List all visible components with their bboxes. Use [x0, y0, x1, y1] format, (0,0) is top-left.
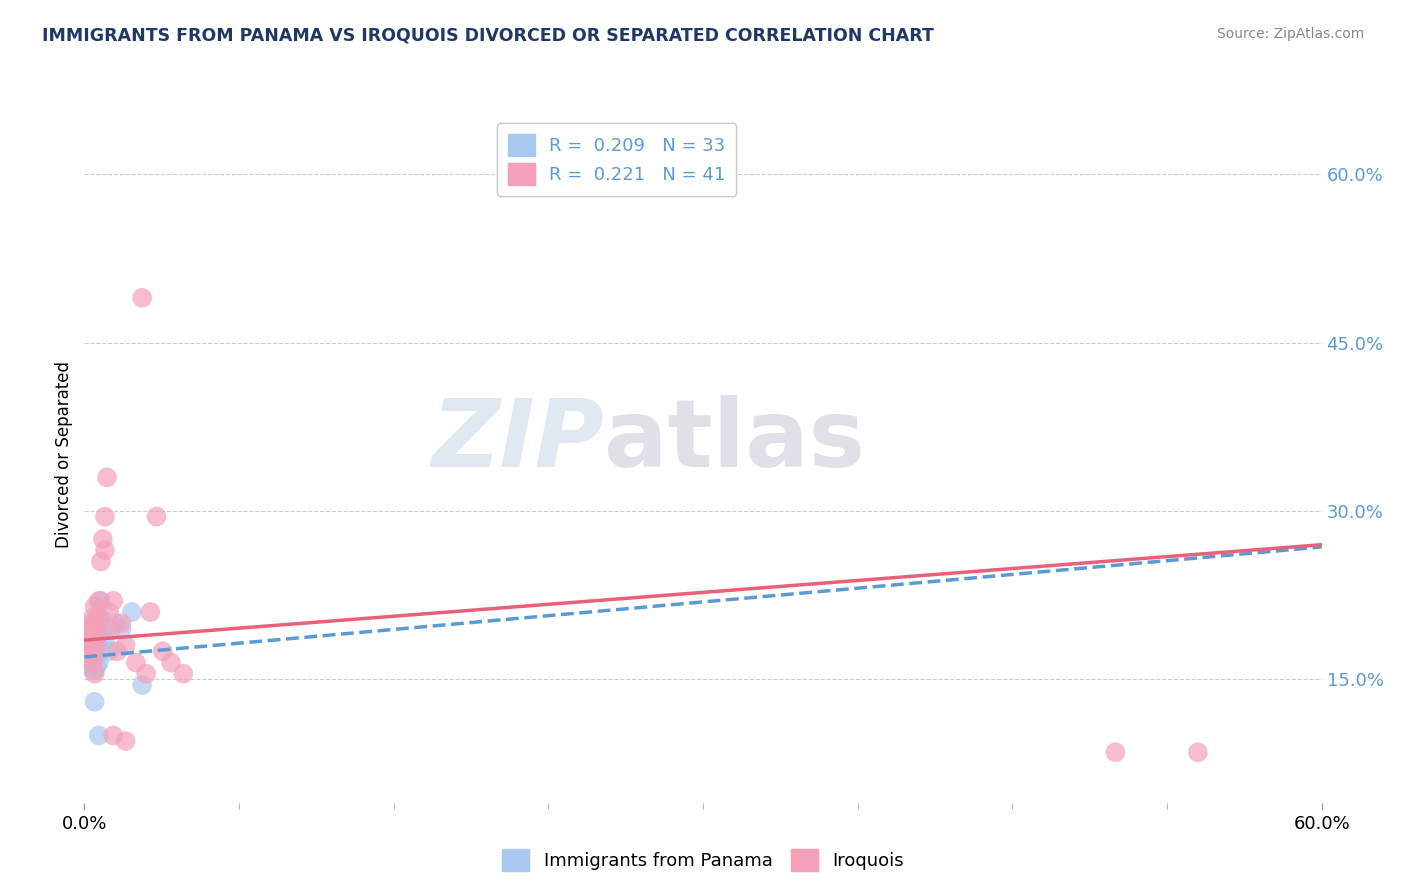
Point — [131, 291, 153, 305]
Point — [83, 695, 105, 709]
Point — [103, 594, 125, 608]
Point — [83, 640, 105, 655]
Point — [87, 729, 110, 743]
Point — [91, 532, 114, 546]
Point — [103, 729, 125, 743]
Text: Source: ZipAtlas.com: Source: ZipAtlas.com — [1216, 27, 1364, 41]
Point — [79, 639, 101, 653]
Point — [82, 633, 104, 648]
Point — [86, 648, 108, 662]
Point — [94, 509, 117, 524]
Point — [79, 622, 101, 636]
Y-axis label: Divorced or Separated: Divorced or Separated — [55, 361, 73, 549]
Point — [91, 622, 114, 636]
Point — [96, 470, 118, 484]
Point — [82, 656, 104, 670]
Point — [125, 656, 148, 670]
Point — [86, 636, 108, 650]
Point — [145, 509, 167, 524]
Point — [100, 622, 122, 636]
Point — [83, 664, 105, 678]
Point — [160, 656, 183, 670]
Point — [77, 644, 100, 658]
Point — [83, 633, 105, 648]
Point — [121, 605, 143, 619]
Point — [86, 659, 108, 673]
Point — [83, 652, 105, 666]
Point — [82, 664, 104, 678]
Point — [83, 648, 105, 662]
Point — [79, 652, 101, 666]
Point — [104, 616, 127, 631]
Point — [83, 627, 105, 641]
Point — [83, 599, 105, 614]
Point — [82, 622, 104, 636]
Point — [1187, 745, 1209, 759]
Point — [90, 555, 112, 569]
Point — [82, 652, 104, 666]
Point — [98, 605, 121, 619]
Point — [94, 543, 117, 558]
Point — [79, 627, 101, 641]
Point — [86, 635, 108, 649]
Point — [83, 666, 105, 681]
Point — [79, 639, 101, 653]
Point — [83, 616, 105, 631]
Point — [90, 594, 112, 608]
Point — [82, 625, 104, 640]
Legend: Immigrants from Panama, Iroquois: Immigrants from Panama, Iroquois — [495, 842, 911, 879]
Point — [77, 622, 100, 636]
Point — [87, 656, 110, 670]
Text: IMMIGRANTS FROM PANAMA VS IROQUOIS DIVORCED OR SEPARATED CORRELATION CHART: IMMIGRANTS FROM PANAMA VS IROQUOIS DIVOR… — [42, 27, 934, 45]
Point — [82, 640, 104, 655]
Point — [98, 644, 121, 658]
Point — [114, 639, 136, 653]
Point — [90, 610, 112, 624]
Point — [86, 622, 108, 636]
Point — [105, 644, 128, 658]
Point — [87, 594, 110, 608]
Point — [87, 640, 110, 655]
Legend: R =  0.209   N = 33, R =  0.221   N = 41: R = 0.209 N = 33, R = 0.221 N = 41 — [496, 123, 737, 196]
Text: atlas: atlas — [605, 395, 865, 487]
Point — [77, 635, 100, 649]
Point — [94, 633, 117, 648]
Point — [79, 616, 101, 631]
Point — [1104, 745, 1126, 759]
Point — [82, 610, 104, 624]
Point — [79, 649, 101, 664]
Point — [114, 734, 136, 748]
Point — [152, 644, 174, 658]
Point — [87, 610, 110, 624]
Text: ZIP: ZIP — [432, 395, 605, 487]
Point — [77, 633, 100, 648]
Point — [77, 648, 100, 662]
Point — [172, 666, 194, 681]
Point — [110, 616, 132, 631]
Point — [139, 605, 162, 619]
Point — [82, 644, 104, 658]
Point — [79, 659, 101, 673]
Point — [135, 666, 157, 681]
Point — [131, 678, 153, 692]
Point — [110, 622, 132, 636]
